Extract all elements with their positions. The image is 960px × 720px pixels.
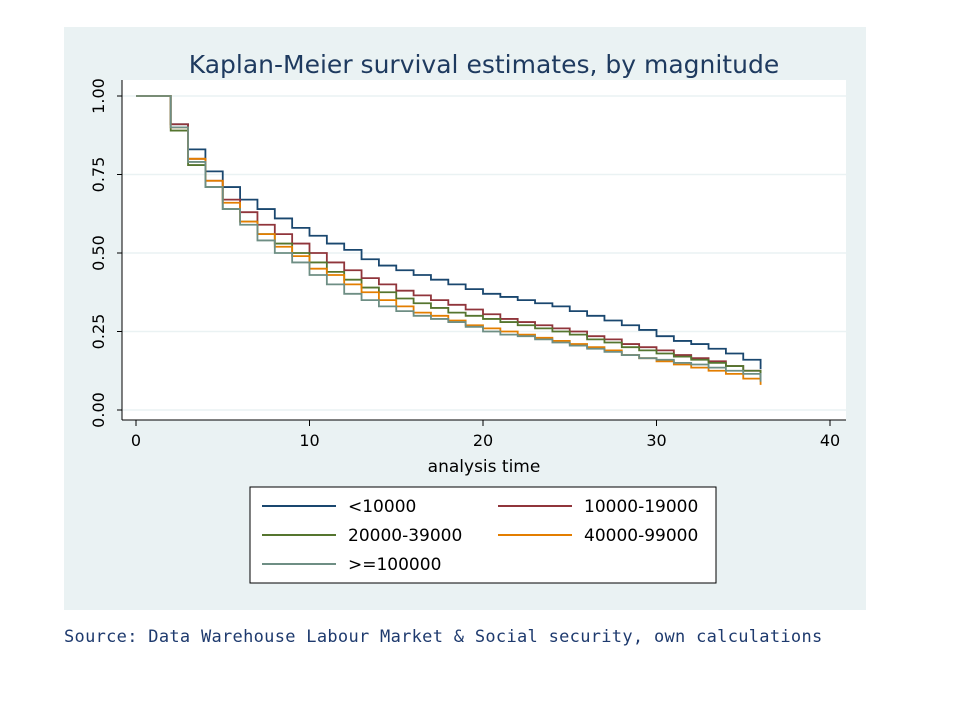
x-tick-label: 20 [473,431,493,450]
survival-curve-series-4 [136,95,762,385]
x-tick-label: 10 [299,431,319,450]
y-tick-label: 0.50 [89,235,108,271]
x-tick-label: 0 [131,431,141,450]
legend: <10000 10000-19000 20000-39000 40000-99000 >… [249,486,717,584]
x-axis-label: analysis time [428,457,541,477]
x-axis-ticks: 0 10 20 30 40 [131,420,840,450]
survival-curve-series-5 [136,95,762,382]
source-caption: Source: Data Warehouse Labour Market & S… [64,627,823,647]
x-tick-label: 40 [820,431,840,450]
axes [121,80,846,421]
y-tick-label: 1.00 [89,78,108,114]
y-axis-ticks: 0.00 0.25 0.50 0.75 1.00 [89,78,122,428]
survival-curve-series-1 [136,95,762,370]
legend-label: 10000-19000 [584,497,698,517]
legend-items: <10000 10000-19000 20000-39000 40000-99000 >… [262,497,698,575]
legend-label: >=100000 [348,555,441,575]
plot-area [122,80,846,420]
legend-label: 40000-99000 [584,526,698,546]
legend-label: 20000-39000 [348,526,462,546]
survival-curves [136,95,762,385]
y-tick-label: 0.00 [89,392,108,428]
legend-label: <10000 [348,497,416,517]
x-tick-label: 30 [646,431,666,450]
y-tick-label: 0.25 [89,314,108,350]
y-tick-label: 0.75 [89,157,108,193]
survival-curve-series-2 [136,95,762,378]
chart-title: Kaplan-Meier survival estimates, by magn… [189,50,779,79]
